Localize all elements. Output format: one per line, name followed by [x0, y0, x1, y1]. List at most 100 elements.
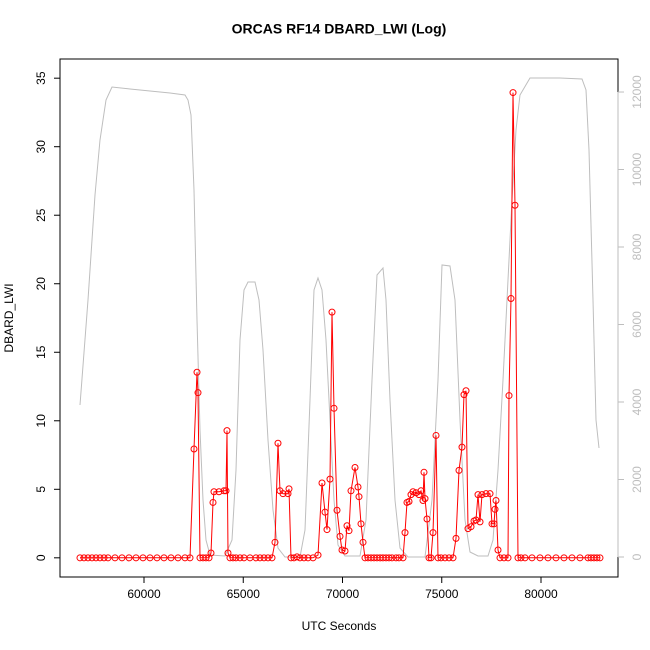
x-tick-label: 70000	[326, 587, 360, 601]
data-point	[345, 527, 353, 535]
data-point	[167, 554, 175, 562]
data-point	[209, 498, 217, 506]
data-point	[264, 554, 272, 562]
data-point	[220, 487, 228, 495]
data-point	[229, 554, 237, 562]
data-point	[409, 488, 417, 496]
data-point	[445, 554, 453, 562]
data-point	[76, 554, 84, 562]
y-tick-label: 35	[34, 71, 48, 85]
data-point	[452, 534, 460, 542]
data-point	[488, 520, 496, 528]
data-point	[318, 479, 326, 487]
data-point	[355, 493, 363, 501]
data-point	[401, 529, 409, 537]
data-point	[210, 488, 218, 496]
y2-tick-label: 8000	[630, 233, 644, 260]
data-point	[593, 554, 601, 562]
data-point	[223, 427, 231, 435]
data-point	[300, 554, 308, 562]
data-point	[323, 526, 331, 534]
data-point	[359, 538, 367, 546]
series-line	[79, 77, 600, 558]
data-point	[478, 491, 486, 499]
data-point	[132, 554, 140, 562]
data-point	[139, 554, 147, 562]
y-tick-label: 15	[34, 345, 48, 359]
data-point	[111, 554, 119, 562]
data-point	[80, 554, 88, 562]
data-point	[492, 497, 500, 505]
data-point	[423, 515, 431, 523]
data-point	[455, 466, 463, 474]
data-point	[174, 554, 182, 562]
data-point	[351, 464, 359, 472]
y2-tick-label: 2000	[630, 466, 644, 493]
data-point	[486, 490, 494, 498]
data-point	[536, 554, 544, 562]
y-tick-label: 25	[34, 208, 48, 222]
data-point	[472, 516, 480, 524]
y-tick-label: 10	[34, 414, 48, 428]
data-point	[417, 487, 425, 495]
data-point	[314, 551, 322, 559]
data-point	[336, 532, 344, 540]
data-point	[285, 485, 293, 493]
data-point	[420, 468, 428, 476]
data-point	[236, 554, 244, 562]
data-point	[434, 554, 442, 562]
data-point	[153, 554, 161, 562]
data-point	[507, 295, 515, 303]
data-point	[500, 554, 508, 562]
data-point	[429, 529, 437, 537]
x-tick-label: 75000	[425, 587, 459, 601]
data-point	[494, 546, 502, 554]
data-point	[415, 491, 423, 499]
data-point	[125, 554, 133, 562]
data-point	[186, 554, 194, 562]
y2-tick-label: 4000	[630, 388, 644, 415]
data-point	[514, 554, 522, 562]
data-point	[260, 554, 268, 562]
data-point	[576, 554, 584, 562]
data-point	[326, 475, 334, 483]
data-point	[284, 490, 292, 498]
data-point	[560, 554, 568, 562]
data-point	[330, 404, 338, 412]
data-point	[496, 554, 504, 562]
data-point	[509, 89, 517, 97]
data-point	[395, 554, 403, 562]
data-point	[296, 554, 304, 562]
data-point	[432, 431, 440, 439]
data-point	[521, 554, 529, 562]
data-point	[118, 554, 126, 562]
data-point	[388, 554, 396, 562]
data-point	[215, 488, 223, 496]
x-tick-label: 80000	[524, 587, 558, 601]
data-point	[100, 554, 108, 562]
data-point	[421, 495, 429, 503]
data-point	[568, 554, 576, 562]
data-point	[293, 553, 301, 561]
data-point	[268, 554, 276, 562]
data-point	[304, 554, 312, 562]
data-point	[202, 554, 210, 562]
y2-tick-label: 10000	[630, 153, 644, 187]
data-point	[222, 487, 230, 495]
y2-tick-label: 12000	[630, 75, 644, 109]
data-point	[511, 201, 519, 209]
data-point	[96, 554, 104, 562]
data-point	[338, 546, 346, 554]
data-point	[392, 554, 400, 562]
data-point	[271, 538, 279, 546]
data-point	[274, 439, 282, 447]
data-point	[552, 554, 560, 562]
data-point	[256, 554, 264, 562]
data-point	[146, 554, 154, 562]
data-point	[517, 554, 525, 562]
y2-tick-label: 0	[630, 553, 644, 560]
data-point	[504, 554, 512, 562]
y-tick-label: 0	[34, 554, 48, 561]
x-axis-label: UTC Seconds	[302, 619, 377, 633]
